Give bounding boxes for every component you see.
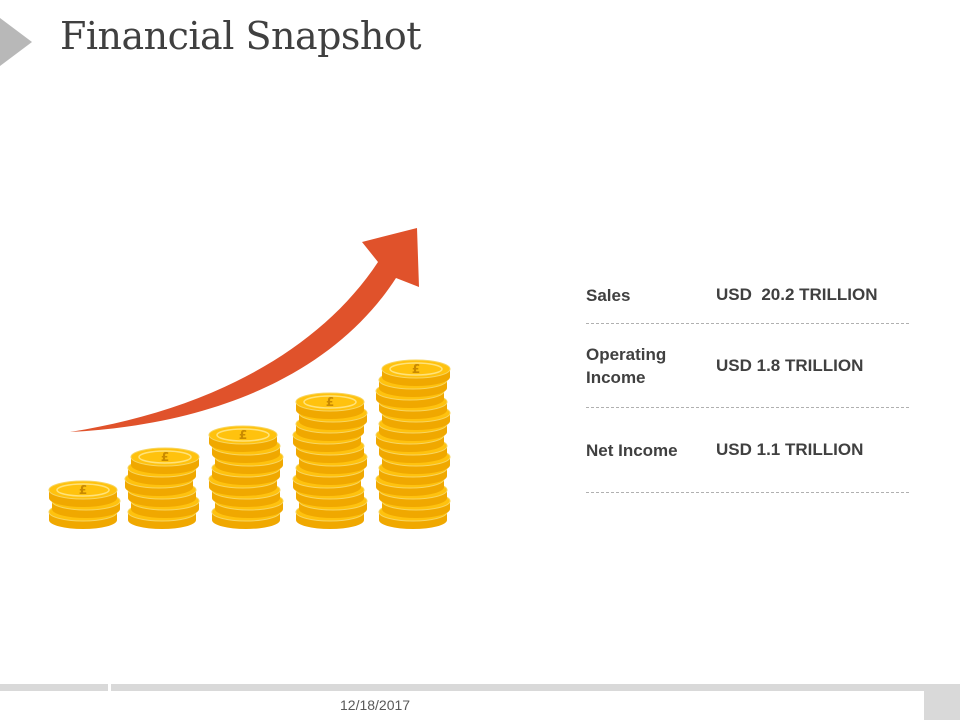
slide-date: 12/18/2017 <box>340 697 411 713</box>
coin-stacks: £ £ £ £ £ <box>48 359 451 529</box>
footer-bar <box>0 684 108 691</box>
coin-stack: £ <box>124 447 200 529</box>
financial-metrics-table: Sales USD 20.2 TRILLION Operating Income… <box>586 267 909 493</box>
footer-bar <box>111 684 924 691</box>
metric-value: USD 20.2 TRILLION <box>716 285 878 304</box>
coin-stack: £ <box>208 425 284 529</box>
pound-coin-symbol: £ <box>412 362 420 376</box>
growth-arrow-icon <box>70 228 419 432</box>
coin-stack: £ <box>48 480 121 529</box>
metric-row-net-income: Net Income USD 1.1 TRILLION <box>586 408 909 493</box>
metric-label: Operating Income <box>586 344 667 387</box>
pound-coin-symbol: £ <box>79 483 87 497</box>
coin-stack: £ <box>292 392 368 529</box>
pound-coin-symbol: £ <box>239 428 247 442</box>
metric-value: USD 1.8 TRILLION <box>716 355 864 375</box>
footer-corner-block <box>924 684 960 720</box>
metric-label: Sales <box>586 285 631 305</box>
metric-row-operating-income: Operating Income USD 1.8 TRILLION <box>586 324 909 408</box>
title-marker-triangle <box>0 18 32 66</box>
metric-label: Net Income <box>586 440 678 460</box>
slide-title: Financial Snapshot <box>60 14 422 58</box>
pound-coin-symbol: £ <box>161 450 169 464</box>
metric-value: USD 1.1 TRILLION <box>716 440 864 459</box>
pound-coin-symbol: £ <box>326 395 334 409</box>
metric-row-sales: Sales USD 20.2 TRILLION <box>586 267 909 324</box>
coin-stack: £ <box>375 359 451 529</box>
